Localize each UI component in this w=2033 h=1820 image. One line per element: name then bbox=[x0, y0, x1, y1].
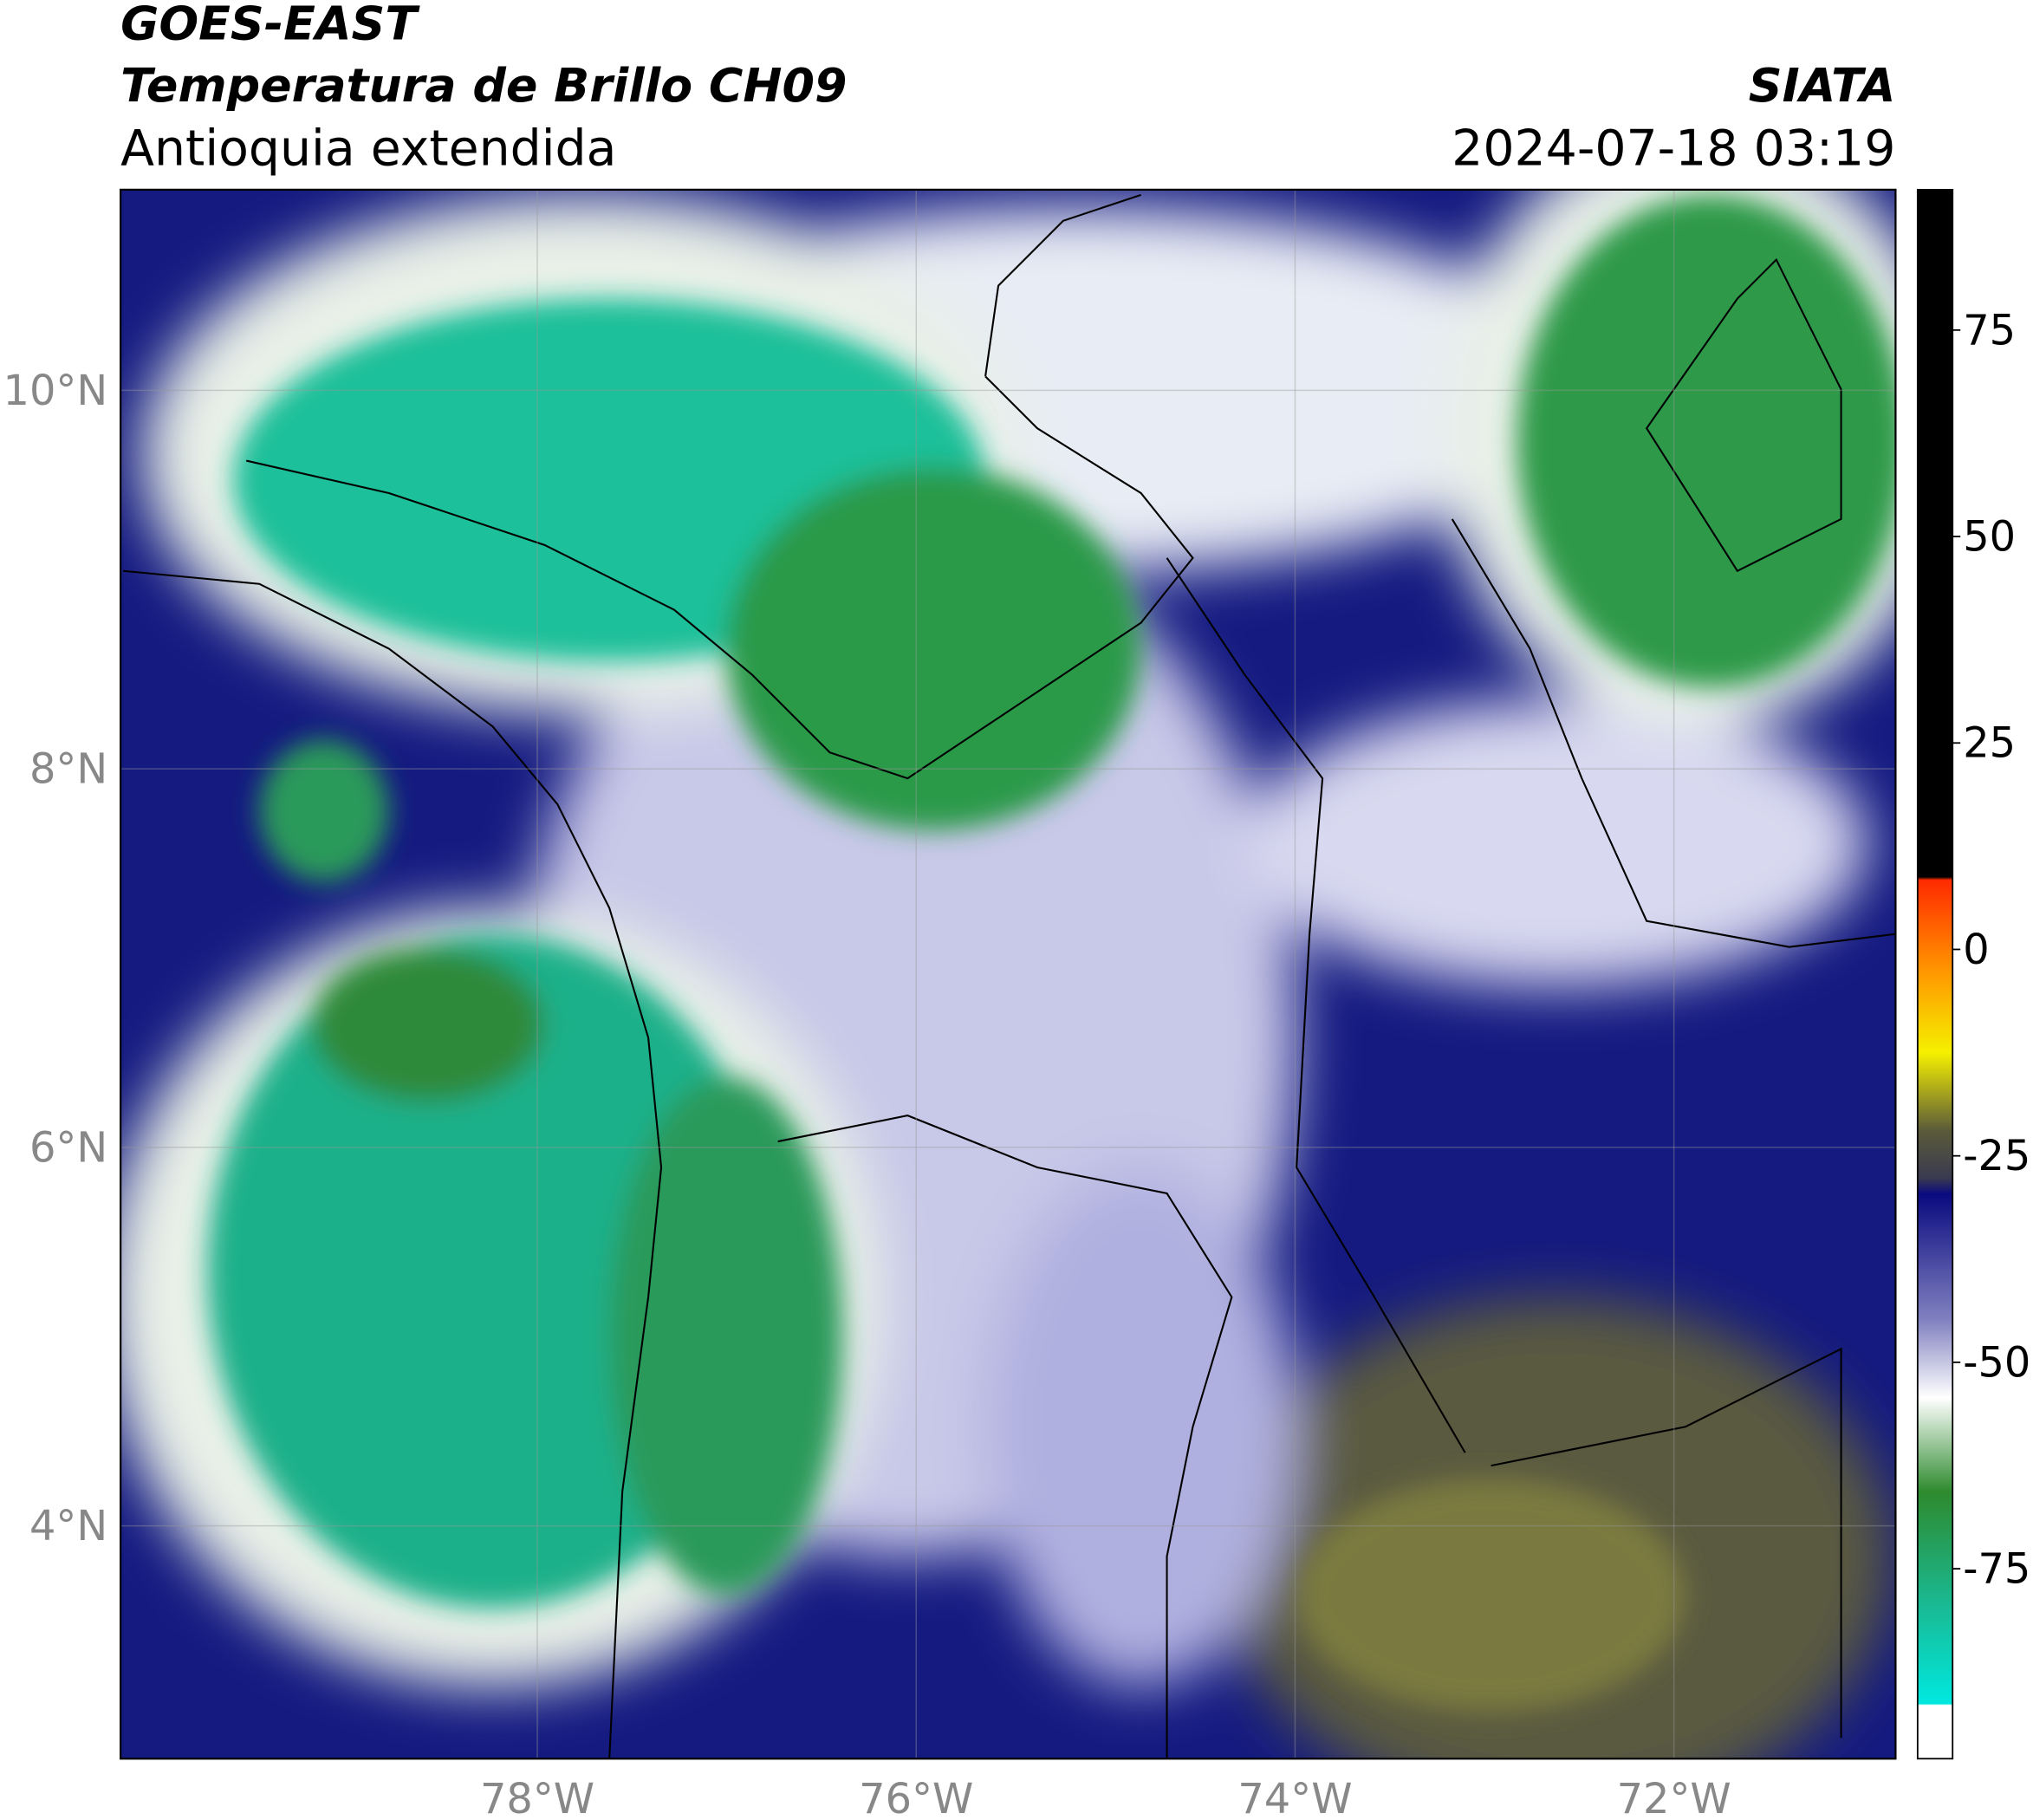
colorbar-tick-label: -75 bbox=[1963, 1546, 2030, 1594]
x-tick-label: 74°W bbox=[1237, 1776, 1352, 1820]
subtitle: Antioquia extendida bbox=[120, 120, 616, 177]
y-tick-label: 8°N bbox=[29, 746, 107, 794]
title-line: GOES-EAST bbox=[120, 0, 420, 50]
colorbar-tick-label: 0 bbox=[1963, 926, 1989, 974]
colorbar-tick-label: 50 bbox=[1963, 514, 2016, 562]
title-line: Temperatura de Brillo CH09 bbox=[120, 58, 847, 113]
y-tick-label: 10°N bbox=[3, 367, 108, 415]
colorbar bbox=[1916, 188, 1954, 1760]
x-tick-label: 78°W bbox=[480, 1776, 594, 1820]
map-frame bbox=[120, 188, 1897, 1760]
satellite-image bbox=[120, 189, 1896, 1759]
colorbar-tick-label: 75 bbox=[1963, 307, 2016, 354]
datetime: 2024-07-18 03:19 bbox=[1452, 120, 1895, 177]
y-tick-label: 4°N bbox=[29, 1503, 107, 1550]
x-tick-label: 72°W bbox=[1617, 1776, 1731, 1820]
source: SIATA bbox=[1749, 58, 1896, 113]
colorbar-tick-label: -25 bbox=[1963, 1133, 2030, 1180]
y-tick-label: 6°N bbox=[29, 1124, 107, 1172]
x-tick-label: 76°W bbox=[859, 1776, 973, 1820]
colorbar-tick-label: -50 bbox=[1963, 1339, 2030, 1387]
colorbar-tick-label: 25 bbox=[1963, 720, 2016, 768]
